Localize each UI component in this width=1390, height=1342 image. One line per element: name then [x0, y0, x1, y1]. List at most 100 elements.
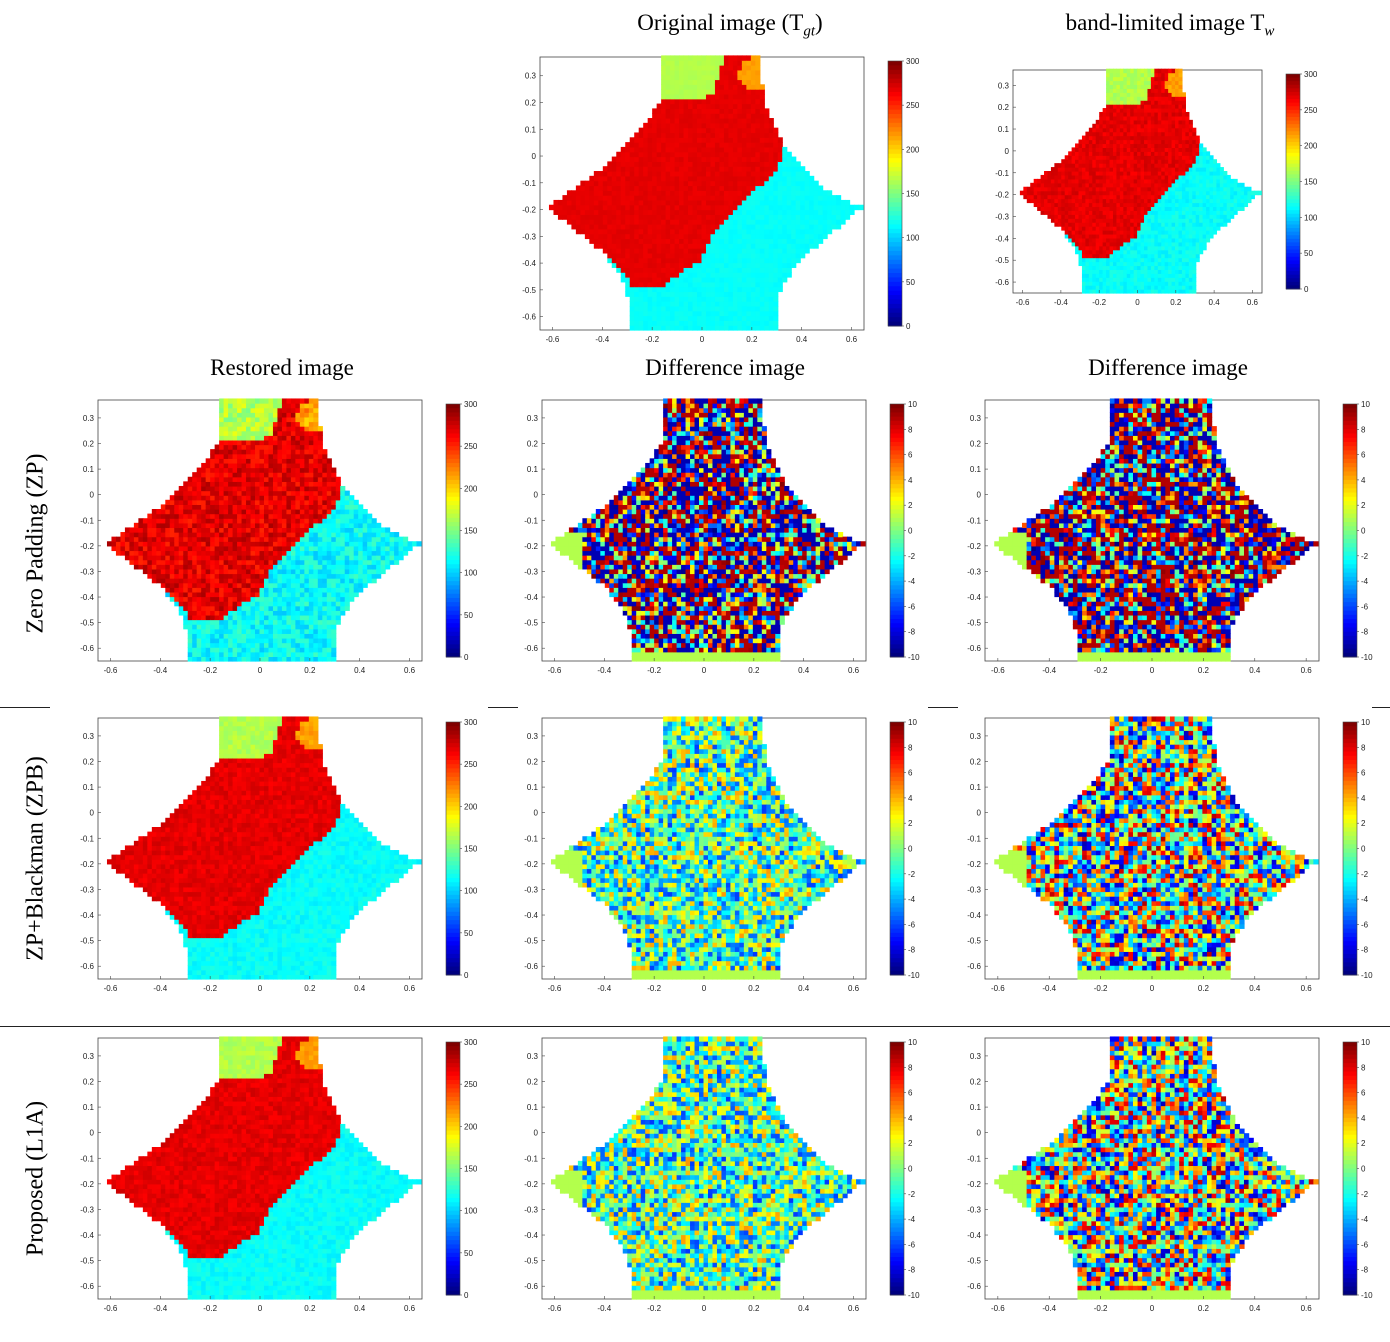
x-tick-label: 0.6 [846, 335, 858, 344]
zp-diff-w-svg: -0.6 -0.4 -0.2 0 0.2 0.4 0.6 0.3 0.2 0.1 0 -0.1 -0.2… [967, 398, 1373, 675]
colorbar-tick-label: 8 [1361, 743, 1366, 752]
colorbar-tick-label: 0 [906, 322, 911, 331]
x-tick-label: 0.4 [1249, 984, 1261, 993]
x-tick-label: -0.2 [645, 335, 659, 344]
x-tick-label: 0.4 [1249, 1304, 1261, 1313]
colorbar-tick-label: 200 [464, 484, 478, 493]
colorbar-tick-label: 150 [906, 190, 920, 199]
colorbar-tick-label: 300 [464, 400, 478, 409]
l1a-diff-w-svg: -0.6 -0.4 -0.2 0 0.2 0.4 0.6 0.3 0.2 0.1 0 -0.1 -0.2… [967, 1036, 1373, 1313]
y-tick-label: 0 [977, 491, 982, 500]
colorbar-tick-label: 0 [908, 1165, 913, 1174]
x-tick-label: 0.6 [1247, 298, 1259, 307]
x-tick-label: 0 [700, 335, 705, 344]
colorbar-tick-label: 0 [1361, 1165, 1366, 1174]
y-tick-label: -0.4 [522, 259, 536, 268]
title-band-limited-text: band-limited image T [1066, 10, 1265, 35]
colorbar-tick-label: -8 [908, 628, 916, 637]
colorbar-tick-label: 200 [464, 802, 478, 811]
row-label-l1a: Proposed (L1A) [23, 1079, 50, 1279]
colorbar-tick-label: 2 [1361, 501, 1366, 510]
y-tick-label: -0.2 [524, 542, 538, 551]
y-tick-label: -0.6 [522, 313, 536, 322]
y-tick-label: 0.3 [527, 414, 539, 423]
y-tick-label: -0.2 [80, 860, 94, 869]
colorbar-tick-label: -6 [1361, 920, 1369, 929]
colorbar-tick-label: 250 [464, 442, 478, 451]
colorbar-tick-label: 8 [908, 743, 913, 752]
y-tick-label: -0.1 [80, 1154, 94, 1163]
colorbar-tick-label: 300 [906, 57, 920, 66]
x-tick-label: 0.2 [304, 666, 316, 675]
y-tick-label: -0.5 [967, 937, 981, 946]
y-tick-label: -0.1 [80, 516, 94, 525]
title-original-text: Original image (T [637, 10, 803, 35]
panel-zpb-diff-w: -0.6 -0.4 -0.2 0 0.2 0.4 0.6 0.3 0.2 0.1 0 -0.1 -0.2… [955, 716, 1385, 999]
y-tick-label: -0.4 [967, 593, 981, 602]
colorbar-tick-label: 6 [908, 1089, 913, 1098]
x-tick-label: -0.2 [203, 666, 217, 675]
x-tick-label: 0 [258, 1304, 263, 1313]
y-tick-label: -0.1 [995, 169, 1009, 178]
colorbar-tick-label: 2 [1361, 1139, 1366, 1148]
separator-1b [488, 707, 518, 708]
x-tick-label: 0.2 [748, 666, 760, 675]
y-tick-label: 0 [977, 809, 982, 818]
x-tick-label: 0.4 [798, 1304, 810, 1313]
x-tick-label: -0.6 [104, 666, 118, 675]
x-tick-label: 0 [258, 666, 263, 675]
y-tick-label: 0.2 [970, 440, 982, 449]
y-tick-label: -0.5 [967, 619, 981, 628]
y-tick-label: -0.1 [967, 834, 981, 843]
x-tick-label: -0.4 [1042, 666, 1056, 675]
x-tick-label: -0.4 [597, 1304, 611, 1313]
x-tick-label: 0 [1135, 298, 1140, 307]
colorbar-tick-label: -2 [908, 552, 916, 561]
y-tick-label: -0.5 [524, 619, 538, 628]
y-tick-label: -0.3 [995, 212, 1009, 221]
y-tick-label: 0.2 [970, 1078, 982, 1087]
y-tick-label: 0 [534, 809, 539, 818]
x-tick-label: 0.2 [746, 335, 758, 344]
y-tick-label: 0.3 [998, 81, 1010, 90]
x-tick-label: 0.2 [1198, 984, 1210, 993]
x-tick-label: 0.6 [848, 666, 860, 675]
panel-zp-diff-gt: -0.6 -0.4 -0.2 0 0.2 0.4 0.6 0.3 0.2 0.1 0 -0.1 -0.2… [512, 398, 932, 681]
x-tick-label: 0.2 [1170, 298, 1182, 307]
y-tick-label: -0.2 [967, 1180, 981, 1189]
y-tick-label: 0.3 [527, 732, 539, 741]
x-tick-label: -0.4 [1042, 1304, 1056, 1313]
x-tick-label: 0.2 [304, 1304, 316, 1313]
y-tick-label: -0.3 [524, 1205, 538, 1214]
x-tick-label: -0.2 [647, 666, 661, 675]
colorbar-tick-label: 50 [464, 929, 473, 938]
y-tick-label: -0.6 [80, 962, 94, 971]
y-tick-label: -0.5 [524, 937, 538, 946]
original-svg: -0.6 -0.4 -0.2 0 0.2 0.4 0.6 0.3 0.2 0.1 0 -0.1 -0.2… [522, 55, 920, 344]
y-tick-label: -0.6 [967, 1282, 981, 1291]
y-tick-label: -0.2 [80, 542, 94, 551]
x-tick-label: -0.6 [1016, 298, 1030, 307]
colorbar-tick-label: 10 [1361, 1038, 1370, 1047]
x-tick-label: -0.6 [546, 335, 560, 344]
y-tick-label: -0.6 [967, 644, 981, 653]
x-tick-label: -0.2 [1094, 984, 1108, 993]
panel-zp-diff-w: -0.6 -0.4 -0.2 0 0.2 0.4 0.6 0.3 0.2 0.1 0 -0.1 -0.2… [955, 398, 1385, 681]
colorbar-tick-label: -8 [1361, 1266, 1369, 1275]
colorbar-tick-label: -8 [1361, 946, 1369, 955]
y-tick-label: -0.2 [522, 206, 536, 215]
y-tick-label: -0.2 [80, 1180, 94, 1189]
x-tick-label: -0.6 [104, 1304, 118, 1313]
colorbar-tick-label: 250 [1304, 106, 1318, 115]
x-tick-label: 0.6 [1301, 984, 1313, 993]
colorbar-tick-label: 2 [908, 819, 913, 828]
x-tick-label: -0.2 [203, 1304, 217, 1313]
panel-band-limited: -0.6 -0.4 -0.2 0 0.2 0.4 0.6 0.3 0.2 0.1 0 -0.1 -0.2… [983, 68, 1328, 313]
y-tick-label: -0.4 [524, 593, 538, 602]
y-tick-label: -0.3 [524, 567, 538, 576]
title-difference-2: Difference image [1068, 355, 1268, 381]
y-tick-label: 0.2 [83, 758, 95, 767]
y-tick-label: -0.1 [524, 834, 538, 843]
title-original-sub: gt [803, 24, 815, 40]
y-tick-label: -0.1 [967, 1154, 981, 1163]
